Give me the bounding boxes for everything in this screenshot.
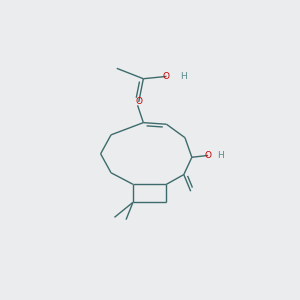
Text: H: H	[180, 72, 187, 81]
Text: O: O	[205, 151, 212, 160]
Text: O: O	[135, 97, 142, 106]
Text: O: O	[163, 72, 170, 81]
Text: H: H	[218, 151, 224, 160]
